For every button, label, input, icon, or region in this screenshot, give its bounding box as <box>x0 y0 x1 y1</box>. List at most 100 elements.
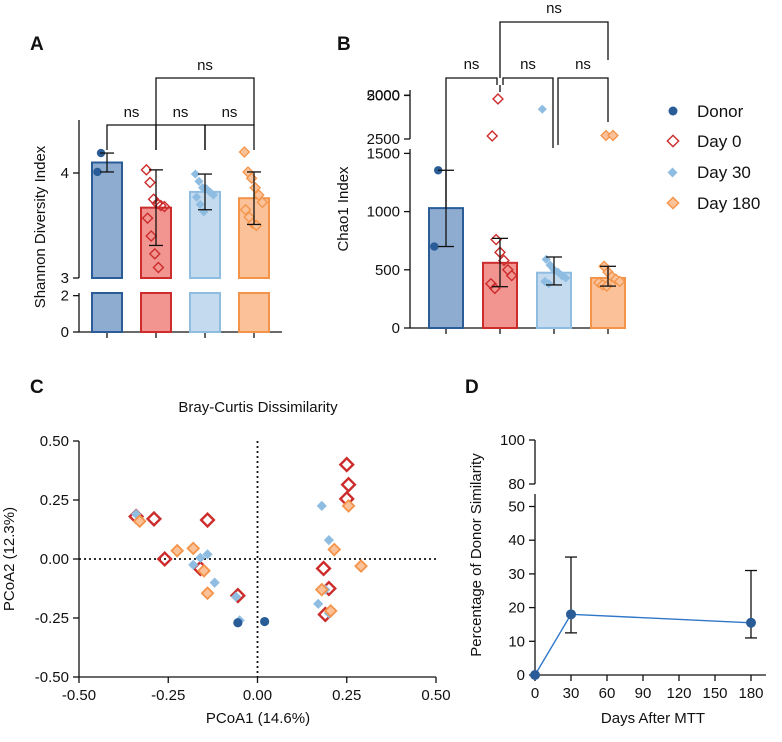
shannon-point-donor <box>93 167 102 177</box>
pcoa-point-day180 <box>354 559 368 574</box>
shannon-chart: Shannon Diversity Index 0 23 4 ns ns ns ns <box>32 57 282 341</box>
pcoa-point-day180 <box>200 586 215 601</box>
panel-letter-a: A <box>30 34 44 55</box>
chao1-y-label: Chao1 Index <box>335 166 352 252</box>
shannon-bar-base-day30 <box>189 292 221 333</box>
pcoa-x-tick-label: -0.50 <box>62 687 96 704</box>
legend-marker-day30 <box>667 167 678 178</box>
similarity-y-tick-label: 40 <box>508 532 525 549</box>
shannon-errorbar-day0 <box>149 169 163 247</box>
shannon-ns-label: ns <box>173 104 189 121</box>
chao1-point-day0 <box>494 246 506 259</box>
pcoa-point-day30 <box>209 577 220 588</box>
chao1-point-day180 <box>607 129 619 142</box>
pcoa-point-donor <box>233 618 243 628</box>
similarity-point <box>746 617 756 628</box>
shannon-errorbar-day180 <box>247 171 261 226</box>
similarity-y-tick-label: 10 <box>508 633 525 650</box>
pcoa-point-day30 <box>323 535 334 546</box>
pcoa-x-tick-label: 0.25 <box>332 687 361 704</box>
pcoa-point-day30 <box>188 559 199 570</box>
chao1-point-day0 <box>486 130 499 142</box>
chao1-point-day30 <box>544 279 554 289</box>
chao1-comparisons: ns ns ns ns <box>445 0 609 208</box>
shannon-point-day30 <box>208 190 218 200</box>
similarity-y-tick-label: 30 <box>508 566 525 583</box>
chao1-y-tick-label: 2500 <box>367 131 400 148</box>
similarity-y-tick-label: 0 <box>517 667 525 684</box>
similarity-y-label: Percentage of Donor Similarity <box>468 453 485 657</box>
pcoa-point-day0 <box>145 510 163 527</box>
pcoa-point-day0 <box>340 476 357 493</box>
shannon-point-day180 <box>238 146 251 158</box>
pcoa-point-day30 <box>316 500 327 511</box>
similarity-series <box>530 556 757 680</box>
shannon-point-day0 <box>145 230 158 242</box>
pcoa-point-day180 <box>323 603 338 618</box>
pcoa-x-tick-label: 0.50 <box>421 687 450 704</box>
shannon-bars <box>91 161 270 333</box>
chao1-y-tick-label: 500 <box>375 262 400 279</box>
similarity-line <box>534 613 752 676</box>
chao1-y-tick-label: 0 <box>392 320 400 337</box>
legend-marker-day180 <box>666 196 680 210</box>
shannon-point-day30 <box>192 192 202 202</box>
shannon-ns-label: ns <box>197 57 213 74</box>
pcoa-y-tick-label: 0.00 <box>40 551 69 568</box>
pcoa-point-day0 <box>199 511 216 529</box>
chao1-comparison: ns <box>502 56 554 85</box>
pcoa-point-day30 <box>230 591 242 602</box>
shannon-errorbar-day30 <box>198 173 212 211</box>
shannon-y-tick-label: 0 <box>61 324 69 341</box>
chao1-errorbar-day0 <box>492 237 508 288</box>
pcoa-point-day0 <box>156 550 173 568</box>
pcoa-point-day180 <box>186 541 201 556</box>
shannon-comparison: ns <box>106 104 157 150</box>
legend-label-day30: Day 30 <box>697 163 751 182</box>
pcoa-point-day0 <box>315 560 332 577</box>
chao1-point-day0 <box>490 233 503 246</box>
chao1-bars <box>428 207 626 330</box>
panel-letter-d: D <box>465 377 479 398</box>
chao1-point-day0 <box>505 269 518 282</box>
chao1-ns-label: ns <box>546 0 562 17</box>
shannon-point-day30 <box>190 169 200 179</box>
pcoa-y-tick-label: -0.50 <box>35 669 69 686</box>
pcoa-point-day180 <box>132 514 147 529</box>
shannon-y-tick-label: 4 <box>61 165 69 182</box>
chao1-comparison: ns <box>445 56 498 208</box>
chao1-ns-label: ns <box>464 56 480 73</box>
legend-label-donor: Donor <box>697 102 744 121</box>
chao1-ns-label: ns <box>520 56 536 73</box>
shannon-ns-label: ns <box>222 104 238 121</box>
shannon-y-ticks: 0 23 4 <box>61 165 255 341</box>
shannon-comparisons: ns ns ns ns <box>106 57 255 150</box>
shannon-point-day180 <box>256 196 269 209</box>
similarity-x-tick-label: 60 <box>599 685 616 702</box>
pcoa-point-day180 <box>197 563 211 578</box>
chao1-point-day0 <box>492 93 504 105</box>
shannon-bar-base-donor <box>91 292 123 333</box>
pcoa-x-tick-label: -0.25 <box>151 687 185 704</box>
shannon-ns-label: ns <box>124 104 140 121</box>
shannon-point-day30 <box>194 176 204 186</box>
pcoa-point-day180 <box>170 543 185 558</box>
similarity-x-tick-label: 90 <box>635 685 652 702</box>
chao1-point-day30 <box>537 104 547 114</box>
chao1-point-day180 <box>600 129 612 142</box>
shannon-points <box>93 146 269 274</box>
pcoa-x-label: PCoA1 (14.6%) <box>206 710 310 727</box>
similarity-point <box>530 670 540 680</box>
chao1-y-ticks: 0 500 1000 1500 2000 2500 5000 <box>367 87 609 337</box>
chao1-point-day30 <box>561 273 571 283</box>
shannon-point-day0 <box>148 247 161 260</box>
pcoa-x-tick-label: 0.00 <box>243 687 272 704</box>
shannon-point-day0 <box>152 261 165 274</box>
shannon-comparison: ns <box>155 104 206 150</box>
shannon-comparison: ns <box>204 104 255 150</box>
pcoa-point-day30 <box>202 549 213 560</box>
chao1-ns-label: ns <box>575 56 591 73</box>
pcoa-point-day180 <box>341 498 356 513</box>
